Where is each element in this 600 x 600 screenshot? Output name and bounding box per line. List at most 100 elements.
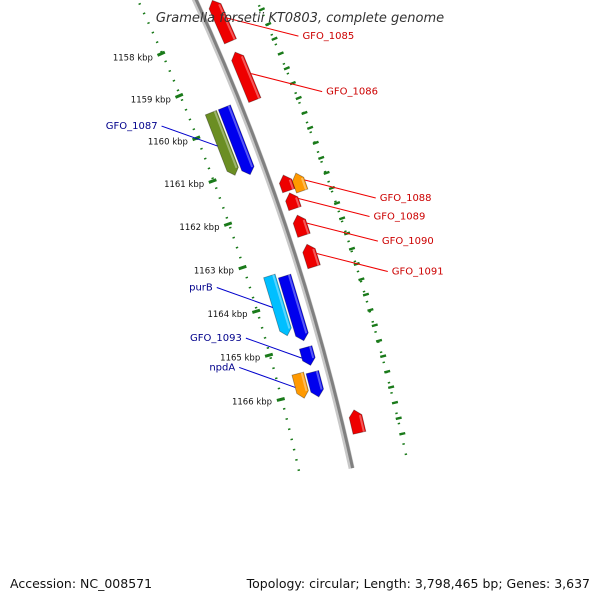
kbp-tick — [264, 352, 274, 358]
gene-feature[interactable] — [348, 409, 367, 435]
outer-ring-dash — [333, 201, 341, 206]
genome-summary-text: Topology: circular; Length: 3,798,465 bp… — [246, 576, 590, 591]
kbp-tick-label: 1166 kbp — [232, 398, 272, 408]
gene-shine — [302, 219, 310, 235]
gene-layer — [204, 0, 367, 435]
kbp-tick — [174, 92, 184, 99]
outer-ring-dash — [283, 66, 291, 71]
gene-feature[interactable] — [263, 273, 292, 337]
outer-ring-dash — [383, 369, 391, 374]
map-title: Gramella forsetii KT0803, complete genom… — [156, 11, 444, 26]
gene-label[interactable]: GFO_1086 — [326, 87, 378, 98]
gene-shine — [315, 370, 323, 390]
gene-label-leader — [304, 179, 376, 199]
kbp-tick — [223, 221, 233, 227]
gene-shine — [300, 177, 307, 190]
gene-label[interactable]: GFO_1088 — [380, 193, 432, 204]
kbp-tick-label: 1158 kbp — [113, 53, 153, 63]
gene-label[interactable]: GFO_1089 — [373, 212, 425, 223]
accession-text: Accession: NC_008571 — [10, 576, 153, 591]
outer-ring-dash — [375, 338, 383, 343]
genome-backbone — [194, 0, 355, 469]
gene-feature[interactable] — [291, 371, 309, 399]
outer-ring-dash — [338, 216, 346, 221]
outer-dotted-ring — [255, 0, 408, 457]
gene-feature[interactable] — [292, 214, 311, 238]
gene-shine — [312, 248, 320, 266]
kbp-tick-label: 1159 kbp — [131, 95, 171, 105]
outer-ring-dash — [277, 51, 284, 56]
gene-shine — [213, 110, 238, 169]
gene-label[interactable]: purB — [189, 282, 213, 293]
kbp-tick-label: 1162 kbp — [179, 223, 219, 233]
outer-ring-dash — [387, 385, 395, 390]
gene-feature[interactable] — [291, 172, 309, 194]
gene-shine — [295, 197, 301, 208]
kbp-tick — [251, 308, 261, 314]
outer-ring-dash — [306, 125, 314, 131]
gene-label-leader — [245, 337, 303, 359]
kbp-tick-label: 1161 kbp — [164, 180, 204, 190]
outer-ring-dash — [317, 155, 325, 160]
gene-shine — [288, 179, 295, 190]
gene-shine — [300, 372, 308, 392]
gene-shine — [287, 274, 308, 334]
outer-ring-dash — [323, 170, 330, 176]
kbp-tick — [208, 178, 217, 184]
gene-feature[interactable] — [231, 51, 262, 104]
outer-ring-dash — [362, 292, 370, 297]
gene-shine — [358, 414, 365, 433]
gene-feature[interactable] — [285, 192, 302, 212]
outer-ring-dash — [271, 36, 278, 42]
kbp-tick-label: 1164 kbp — [207, 310, 247, 320]
kbp-tick-label: 1165 kbp — [220, 354, 260, 364]
gene-shine — [227, 105, 254, 168]
outer-ring-dash — [358, 277, 365, 282]
gene-label-leader — [216, 287, 273, 308]
gene-label-leader — [251, 73, 323, 93]
backbone-layer — [191, 0, 355, 469]
gene-label-leader — [161, 125, 218, 147]
gene-label-layer: GFO_1085 GFO_1086 GFO_1087 GFO_1088 GFO_1089… — [106, 17, 444, 388]
gene-label[interactable]: npdA — [209, 362, 235, 373]
gene-feature[interactable] — [298, 345, 316, 366]
tick-layer: 1158 kbp 1159 kbp 1160 kbp 1161 kbp 1162 kbp… — [113, 50, 286, 408]
gene-shine — [240, 56, 260, 99]
gene-label[interactable]: GFO_1093 — [190, 333, 242, 344]
outer-ring-dash — [295, 95, 302, 101]
gene-label[interactable]: GFO_1085 — [302, 31, 354, 42]
outer-ring-dash — [258, 7, 266, 12]
outer-ring-dash — [395, 416, 402, 421]
gene-feature[interactable] — [277, 273, 309, 342]
gene-label[interactable]: GFO_1091 — [392, 267, 444, 278]
outer-ring-dash — [348, 246, 356, 251]
outer-ring-dash — [312, 140, 319, 145]
gene-feature[interactable] — [278, 174, 296, 194]
gene-feature[interactable] — [305, 369, 324, 398]
dotted-ring-layer — [138, 0, 408, 480]
outer-ring-dash — [391, 400, 399, 405]
outer-ring-dash — [399, 431, 406, 436]
outer-ring-dash — [367, 307, 374, 312]
kbp-tick-label: 1163 kbp — [194, 266, 234, 276]
outer-ring-dash — [301, 110, 308, 116]
kbp-tick-label: 1160 kbp — [148, 138, 188, 148]
inner-dotted-ring — [138, 2, 303, 480]
outer-ring-dash — [379, 354, 387, 359]
gene-shine — [309, 345, 315, 359]
gene-feature[interactable] — [204, 109, 239, 176]
gene-label-leader — [227, 17, 299, 37]
gene-label-leader — [316, 253, 388, 273]
gene-feature[interactable] — [302, 243, 321, 270]
kbp-tick — [156, 50, 166, 57]
gene-label-leader — [298, 198, 370, 218]
outer-ring-dash — [265, 21, 272, 27]
outer-ring-dash — [371, 323, 378, 328]
gene-label-leader — [239, 366, 296, 388]
gene-shine — [218, 3, 236, 40]
gene-label[interactable]: GFO_1090 — [382, 236, 434, 247]
gene-feature[interactable] — [208, 0, 237, 45]
gene-feature[interactable] — [217, 104, 255, 176]
gene-label[interactable]: GFO_1087 — [106, 121, 158, 132]
